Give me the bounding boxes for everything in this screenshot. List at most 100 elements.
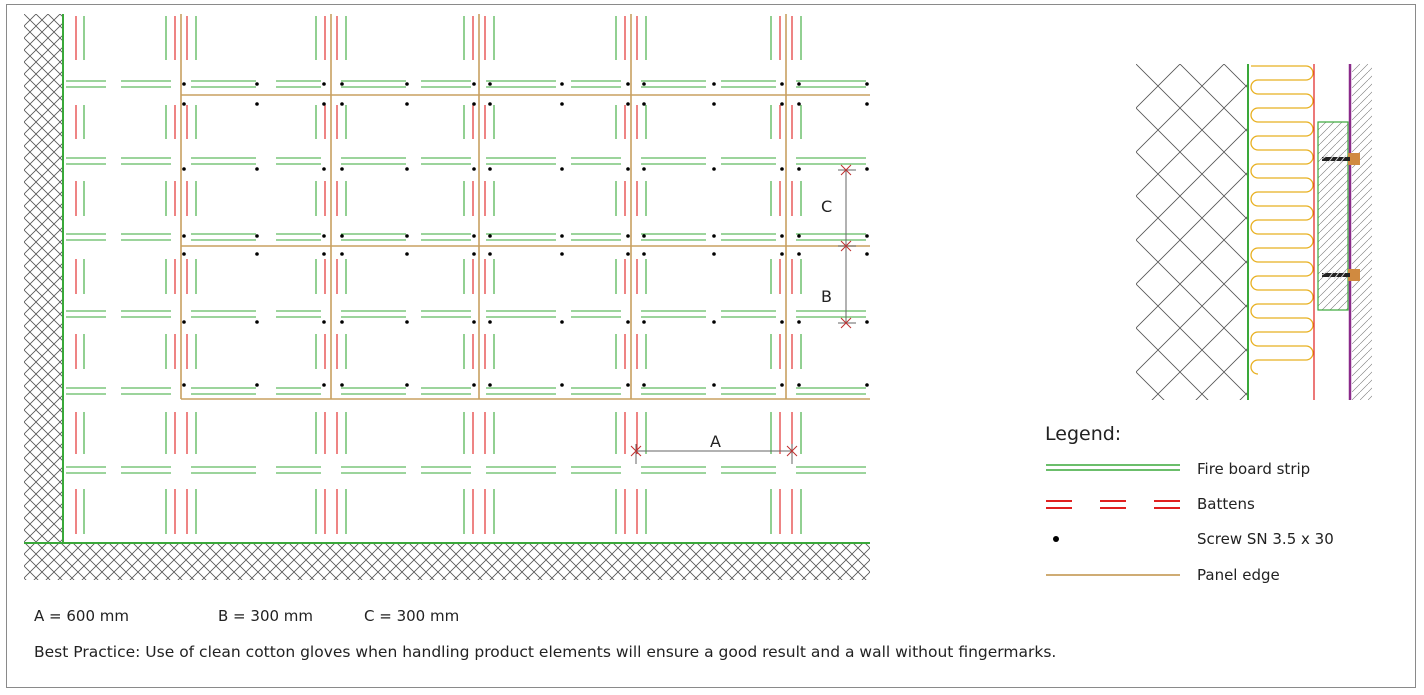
panel-edge-swatch [1046,574,1180,576]
screw [322,167,326,171]
screw [712,234,716,238]
screw-bottom [1321,269,1360,281]
screw [865,234,869,238]
screw [472,320,476,324]
screw [472,167,476,171]
screw-top [1321,153,1360,165]
screw [340,82,344,86]
screw [182,82,186,86]
screw [488,167,492,171]
screw [472,252,476,256]
screw [255,167,259,171]
screw [322,102,326,106]
screw [405,234,409,238]
screw [626,252,630,256]
screw [255,320,259,324]
screw [626,82,630,86]
screw [797,102,801,106]
screw [865,82,869,86]
battens [75,16,793,534]
screw [780,82,784,86]
screw [488,383,492,387]
screw [780,234,784,238]
screw [626,320,630,324]
screw [626,383,630,387]
screw [797,167,801,171]
screw [340,167,344,171]
screw [322,234,326,238]
screw [712,320,716,324]
fire-board-strips [66,16,866,534]
screw [255,82,259,86]
screw [780,167,784,171]
screw [255,234,259,238]
screw [340,320,344,324]
screw [488,320,492,324]
screw [322,383,326,387]
screw [405,252,409,256]
best-practice-note: Best Practice: Use of clean cotton glove… [34,643,1057,661]
batten-section [1317,121,1349,311]
screw [560,320,564,324]
wall-hatch-left [24,14,62,544]
screw [712,383,716,387]
wall-hatch [1136,64,1248,400]
screw [712,167,716,171]
screw [865,320,869,324]
screw [182,234,186,238]
screw [322,320,326,324]
legend-label: Battens [1197,495,1255,513]
screw [797,320,801,324]
screw [182,320,186,324]
screw [642,252,646,256]
screw [405,383,409,387]
dim-a-value: A = 600 mm [34,607,129,625]
screw [472,82,476,86]
legend-label: Screw SN 3.5 x 30 [1197,530,1334,548]
screw [322,82,326,86]
screw [182,167,186,171]
screw [488,234,492,238]
screw [560,82,564,86]
legend-label: Fire board strip [1197,460,1311,478]
screw [797,82,801,86]
legend-item-screw: Screw SN 3.5 x 30 [1046,529,1386,549]
screw [472,102,476,106]
screw [712,82,716,86]
screw [797,234,801,238]
screw [405,320,409,324]
screw [780,383,784,387]
screw [560,234,564,238]
screw [560,252,564,256]
screw [642,102,646,106]
screw [182,102,186,106]
screw [560,167,564,171]
screw [797,383,801,387]
screw [712,252,716,256]
screw [405,167,409,171]
screw [865,167,869,171]
screw [865,383,869,387]
screw [642,320,646,324]
screw [322,252,326,256]
plan-view: A C B [24,14,870,580]
screw [626,167,630,171]
legend-item-panel-edge: Panel edge [1046,565,1386,585]
screw [255,383,259,387]
battens-swatch [1046,500,1180,509]
dim-c-label: C [821,197,832,216]
screw [472,383,476,387]
insulation-wave [1250,65,1314,375]
screw [642,82,646,86]
dim-a-label: A [710,432,721,451]
screw [560,383,564,387]
screw [626,102,630,106]
screw [405,102,409,106]
section-view [1136,64,1372,400]
screw [780,102,784,106]
screw [488,252,492,256]
legend-item-battens: Battens [1046,494,1386,514]
dim-b-label: B [821,287,832,306]
legend-item-fire-board: Fire board strip [1046,459,1386,479]
floor-hatch-bottom [24,544,870,580]
